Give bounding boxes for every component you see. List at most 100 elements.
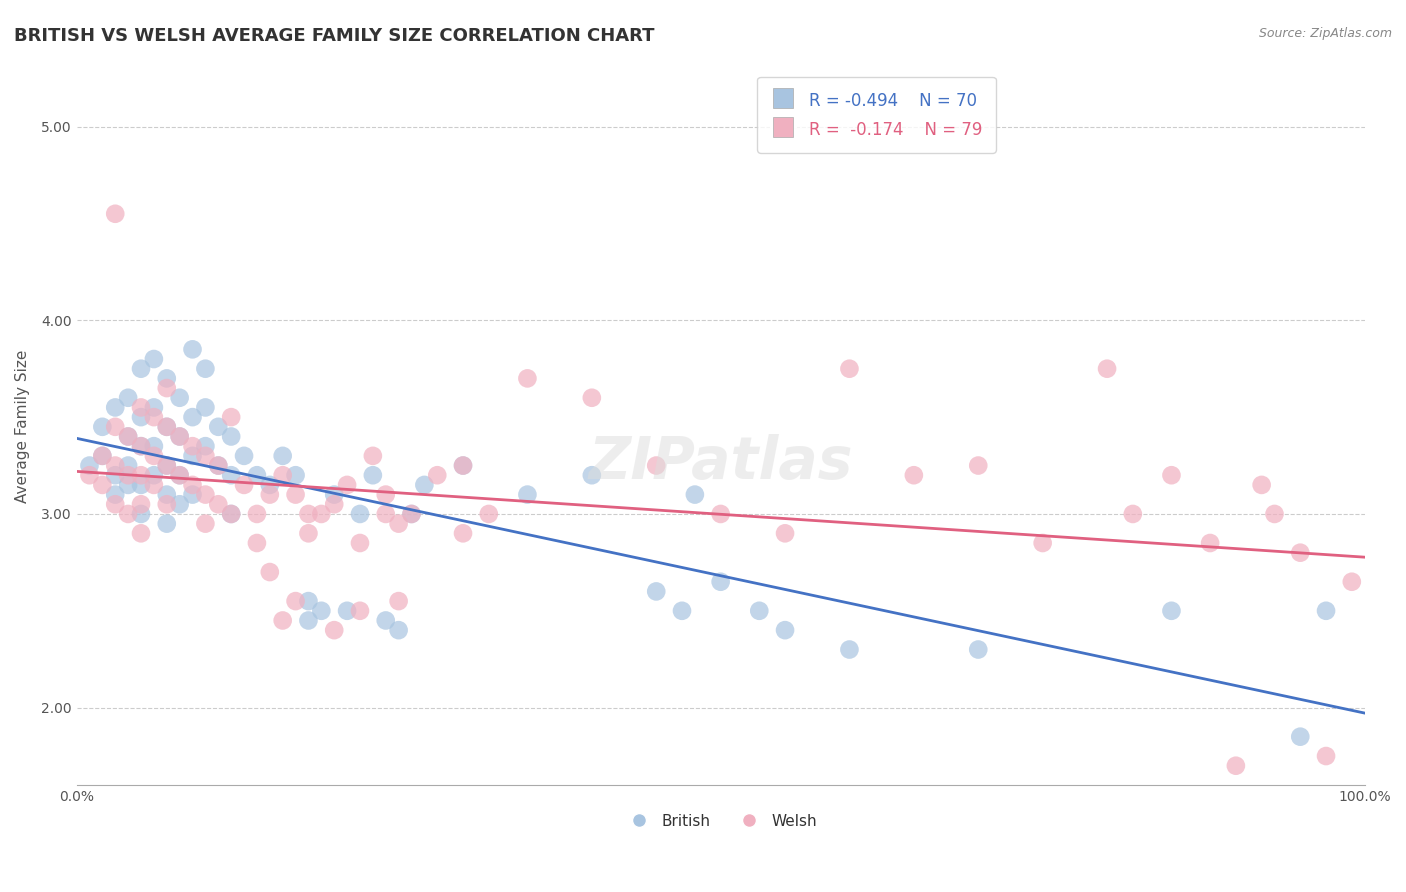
Point [284, 487, 307, 501]
Point [284, 468, 307, 483]
Point [142, 410, 165, 425]
Point [129, 439, 152, 453]
Point [284, 594, 307, 608]
Point [451, 458, 474, 473]
Point [838, 642, 860, 657]
Point [142, 478, 165, 492]
Point [1340, 574, 1362, 589]
Point [129, 497, 152, 511]
Point [219, 507, 242, 521]
Point [1160, 604, 1182, 618]
Point [259, 565, 281, 579]
Point [91, 478, 114, 492]
Point [219, 468, 242, 483]
Point [388, 516, 411, 531]
Point [838, 361, 860, 376]
Point [156, 497, 179, 511]
Point [156, 516, 179, 531]
Point [271, 468, 294, 483]
Point [104, 497, 127, 511]
Point [773, 623, 796, 637]
Point [671, 604, 693, 618]
Point [246, 468, 269, 483]
Point [1315, 749, 1337, 764]
Point [194, 401, 217, 415]
Point [246, 536, 269, 550]
Point [104, 458, 127, 473]
Point [967, 642, 990, 657]
Point [323, 497, 346, 511]
Point [1160, 468, 1182, 483]
Point [323, 487, 346, 501]
Point [91, 419, 114, 434]
Point [426, 468, 449, 483]
Point [516, 487, 538, 501]
Point [219, 429, 242, 443]
Point [1032, 536, 1054, 550]
Point [156, 458, 179, 473]
Point [349, 507, 371, 521]
Text: ZIPatlas: ZIPatlas [588, 434, 853, 491]
Point [748, 604, 770, 618]
Point [142, 449, 165, 463]
Point [156, 487, 179, 501]
Point [194, 487, 217, 501]
Point [297, 614, 319, 628]
Point [374, 487, 396, 501]
Point [181, 439, 204, 453]
Point [181, 478, 204, 492]
Point [117, 391, 139, 405]
Point [233, 449, 256, 463]
Point [413, 478, 436, 492]
Point [169, 429, 191, 443]
Point [401, 507, 423, 521]
Point [388, 594, 411, 608]
Point [194, 449, 217, 463]
Point [374, 507, 396, 521]
Point [104, 419, 127, 434]
Point [1122, 507, 1144, 521]
Point [516, 371, 538, 385]
Point [104, 468, 127, 483]
Point [478, 507, 501, 521]
Point [129, 401, 152, 415]
Point [1263, 507, 1285, 521]
Point [271, 449, 294, 463]
Point [259, 487, 281, 501]
Point [181, 343, 204, 357]
Point [297, 507, 319, 521]
Point [297, 526, 319, 541]
Point [169, 429, 191, 443]
Point [104, 401, 127, 415]
Point [207, 458, 229, 473]
Point [271, 614, 294, 628]
Point [156, 419, 179, 434]
Point [311, 507, 333, 521]
Point [142, 468, 165, 483]
Point [117, 429, 139, 443]
Point [117, 458, 139, 473]
Point [79, 458, 101, 473]
Point [1315, 604, 1337, 618]
Point [129, 410, 152, 425]
Text: BRITISH VS WELSH AVERAGE FAMILY SIZE CORRELATION CHART: BRITISH VS WELSH AVERAGE FAMILY SIZE COR… [14, 27, 655, 45]
Point [129, 361, 152, 376]
Point [129, 526, 152, 541]
Point [1289, 546, 1312, 560]
Point [207, 419, 229, 434]
Point [104, 487, 127, 501]
Point [169, 468, 191, 483]
Point [311, 604, 333, 618]
Point [169, 391, 191, 405]
Point [219, 507, 242, 521]
Y-axis label: Average Family Size: Average Family Size [15, 351, 30, 503]
Point [129, 468, 152, 483]
Point [581, 391, 603, 405]
Point [194, 439, 217, 453]
Point [323, 623, 346, 637]
Point [645, 458, 668, 473]
Point [259, 478, 281, 492]
Point [374, 614, 396, 628]
Point [401, 507, 423, 521]
Point [169, 497, 191, 511]
